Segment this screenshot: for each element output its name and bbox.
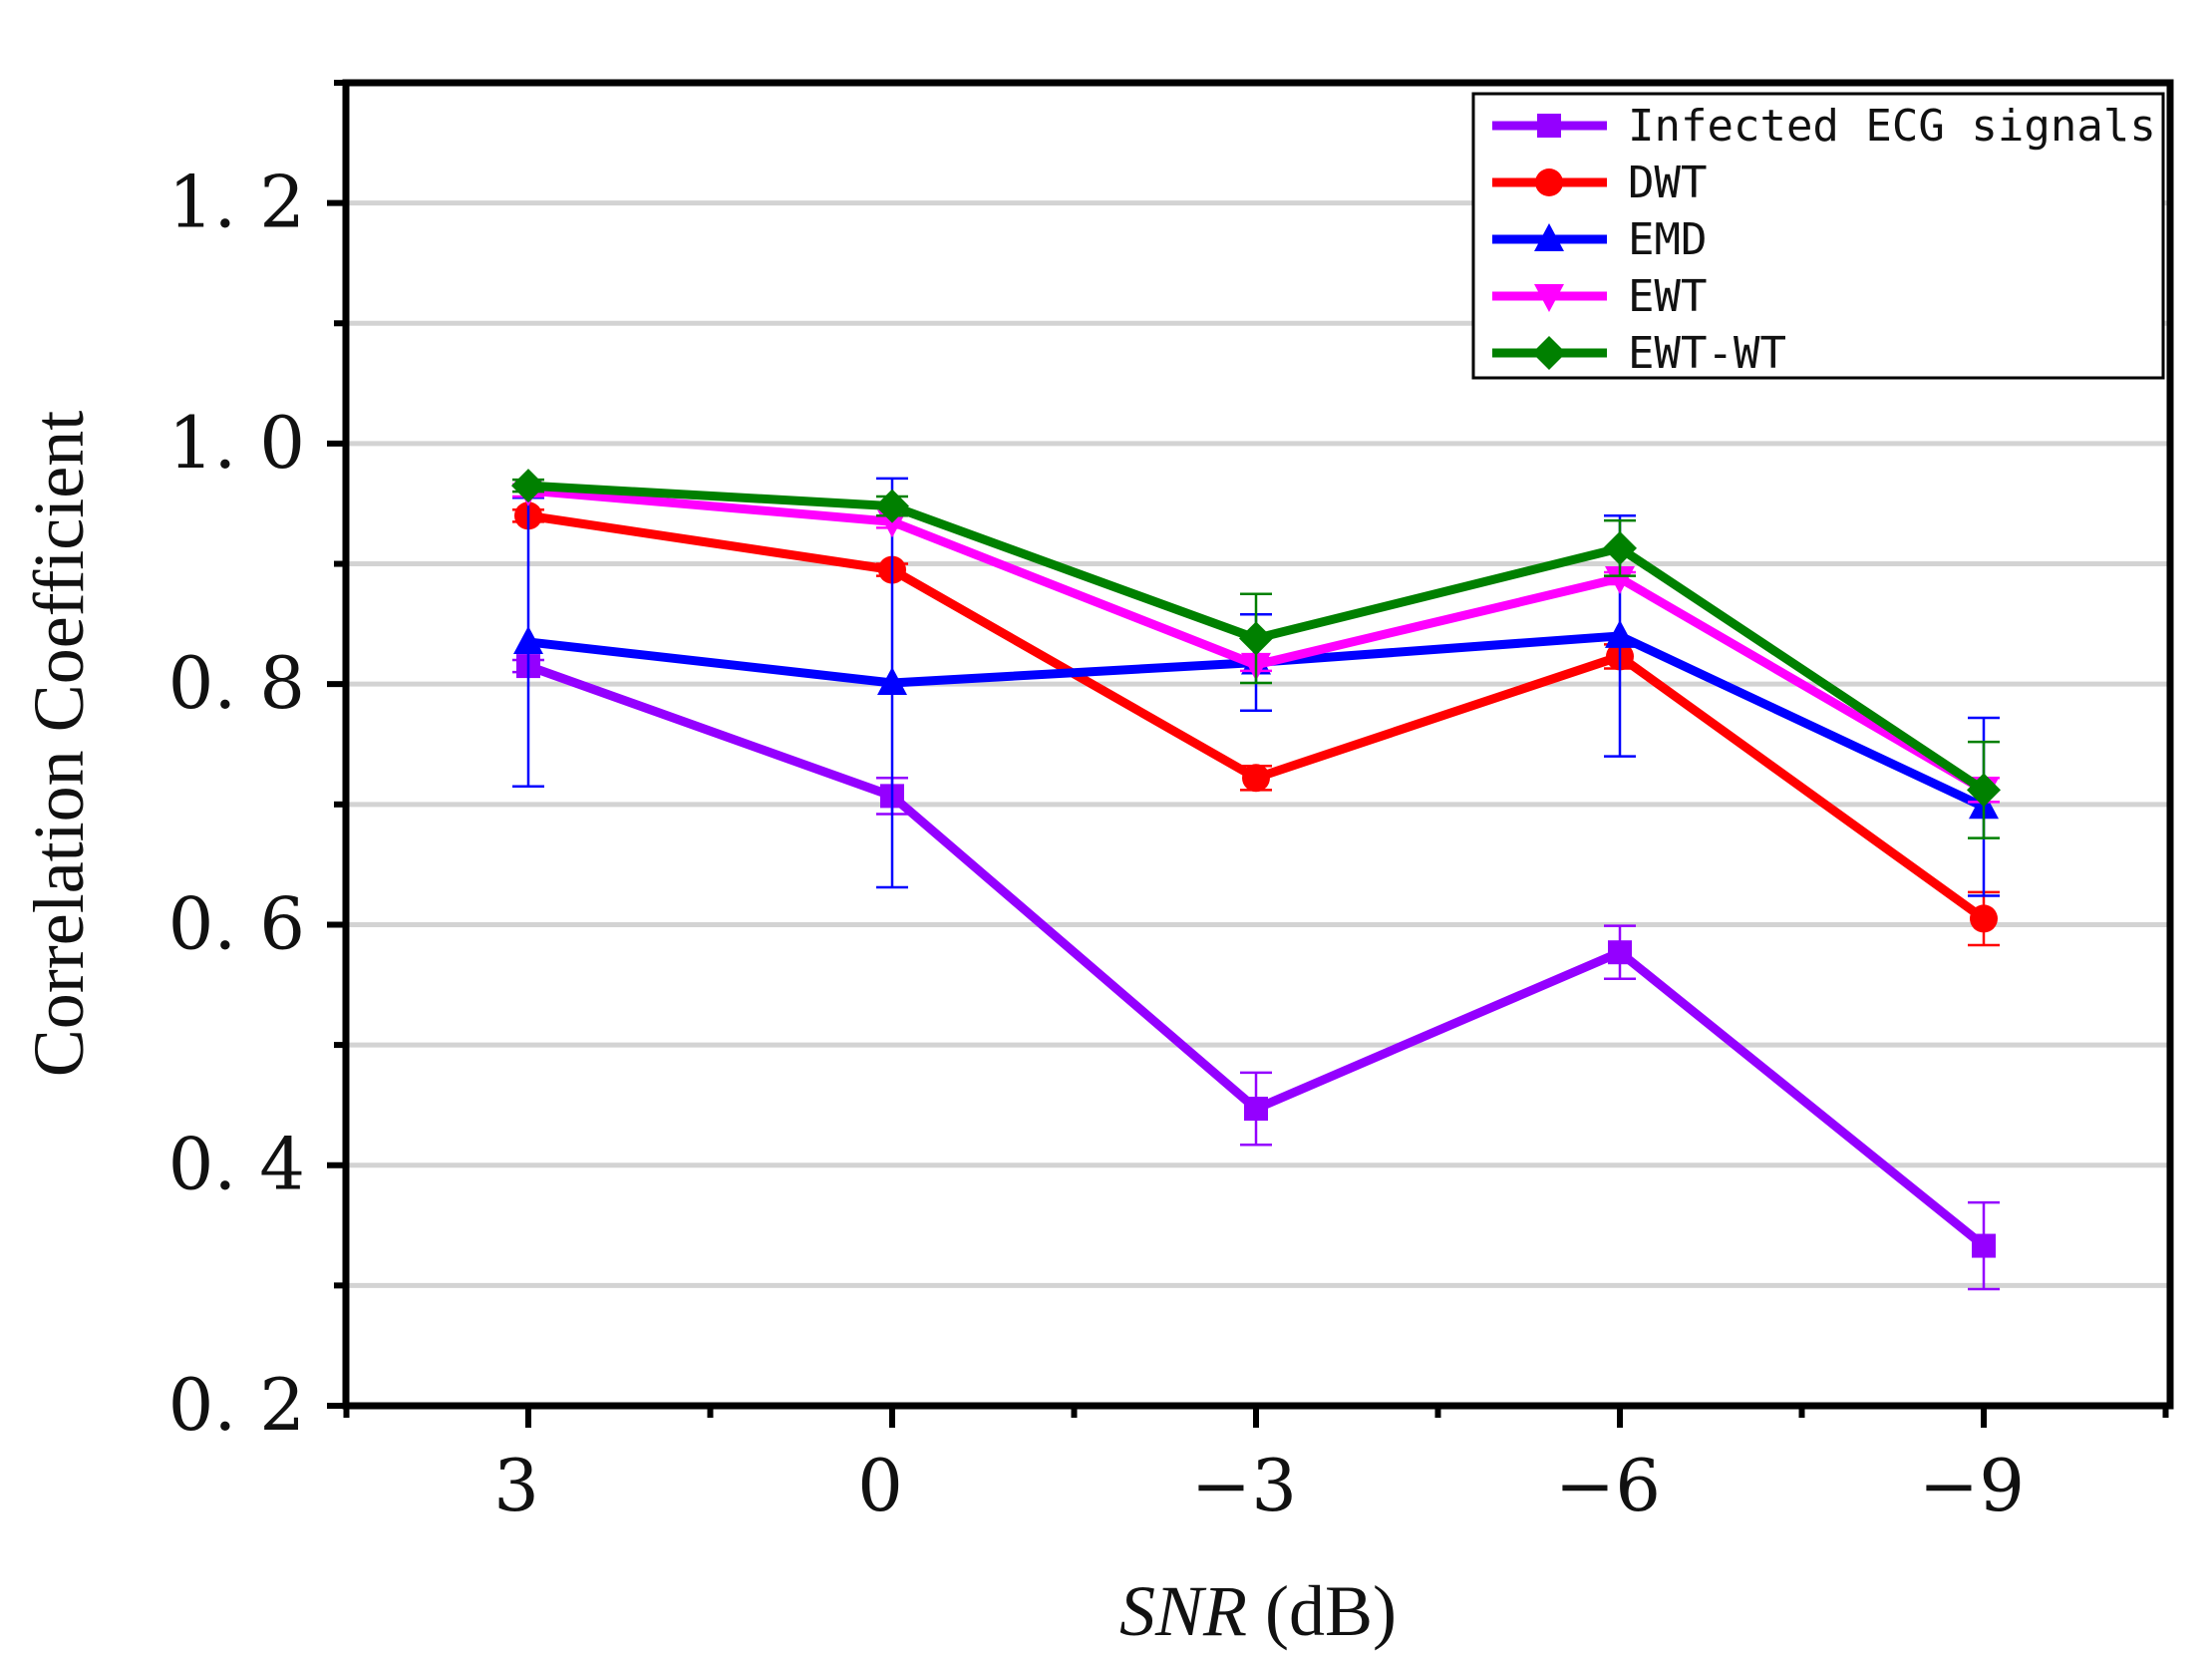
data-point (1605, 566, 1635, 595)
data-point (1970, 904, 1998, 933)
legend-label: EWT-WT (1628, 328, 1786, 379)
legend-swatch-marker (1532, 336, 1566, 370)
legend-swatch-marker (1534, 284, 1564, 312)
data-point (1239, 621, 1273, 656)
legend-swatch-marker (1537, 114, 1561, 138)
data-point (511, 469, 545, 503)
series-ewt-wt (511, 469, 2001, 839)
data-point (1605, 619, 1635, 648)
data-point (513, 625, 543, 654)
series-layer (511, 469, 2001, 1291)
y-axis-title: Correlation Coefficient (19, 411, 99, 1077)
axes: 0. 2 0. 4 0. 6 0. 8 1. 0 1. 2 3 0 −3 −6 −9 (168, 80, 2169, 1527)
legend-item: EWT (1492, 271, 1707, 322)
legend-swatch-marker (1534, 223, 1564, 251)
data-point (1242, 764, 1270, 793)
y-tick-label: 0. 8 (168, 641, 305, 725)
x-axis-title-unit: (dB) (1247, 1571, 1397, 1651)
x-tick-label: 3 (493, 1444, 539, 1527)
legend-item: EWT-WT (1492, 328, 1786, 379)
x-tick-label: 0 (857, 1444, 903, 1527)
data-point (1603, 530, 1637, 565)
x-tick-label: −3 (1191, 1444, 1297, 1527)
legend: Infected ECG signals DWT EMD EWT EWT-WT (1471, 92, 2165, 380)
x-tick-label: −9 (1919, 1444, 2025, 1527)
legend-label: EWT (1628, 271, 1707, 322)
y-tick-label: 1. 2 (168, 161, 305, 244)
data-point (1608, 940, 1632, 965)
y-tick-label: 0. 6 (168, 881, 305, 965)
data-point (1972, 1233, 1996, 1258)
legend-swatch-marker (1535, 168, 1563, 196)
legend-label: EMD (1628, 214, 1707, 265)
legend-label: DWT (1628, 158, 1707, 208)
legend-label: Infected ECG signals (1628, 101, 2156, 152)
data-point (1244, 1097, 1268, 1122)
data-point (877, 666, 907, 695)
y-tick-label: 1. 0 (168, 401, 305, 485)
x-axis-title-variable: SNR (1119, 1571, 1247, 1651)
y-tick-label: 0. 2 (168, 1363, 305, 1447)
legend-item: Infected ECG signals (1492, 101, 2156, 152)
x-tick-label: −6 (1555, 1444, 1661, 1527)
y-tick-label: 0. 4 (168, 1123, 305, 1206)
legend-item: DWT (1492, 158, 1707, 208)
x-axis-title: SNR (dB) (1119, 1571, 1397, 1651)
legend-item: EMD (1492, 214, 1707, 265)
data-point (1967, 773, 2001, 808)
data-point (875, 489, 909, 523)
